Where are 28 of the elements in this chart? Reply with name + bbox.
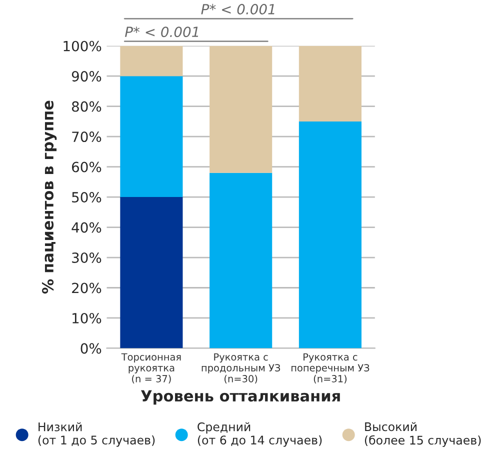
y-tick-label: 90% [72, 71, 102, 82]
y-tick-label: 100% [64, 40, 102, 52]
legend-label: Высокий (более 15 случаев) [364, 422, 481, 447]
y-tick-label: 80% [72, 101, 102, 112]
bar [298, 46, 362, 122]
y-tick-label: 50% [72, 192, 102, 203]
y-tick-label: 10% [72, 312, 102, 324]
y-tick-label: 20% [72, 282, 102, 294]
bar [298, 121, 362, 348]
x-tick-label: Торсионная рукоятка (n = 37) [121, 353, 181, 384]
text: P* < 0.001 [125, 26, 198, 38]
bar [210, 46, 272, 173]
legend-label: Средний (от 6 до 14 случаев) [198, 422, 322, 447]
y-tick-label: 70% [72, 132, 102, 142]
bar [120, 76, 183, 198]
y-tick-label: 0% [80, 343, 102, 354]
x-axis-title: Уровень отталкивания [140, 390, 340, 405]
bar [120, 46, 183, 76]
legend-label: Низкий (от 1 до 5 случаев) [38, 422, 155, 447]
x-tick-label: Рукоятка с поперечным УЗ (n=31) [292, 353, 370, 384]
y-tick-label: 40% [72, 222, 102, 233]
y-tick-label: 60% [72, 162, 102, 172]
y-axis-title: % пациентов в группе [42, 100, 57, 294]
y-tick-label: 30% [72, 252, 102, 263]
bar [120, 197, 183, 348]
x-tick-label: Рукоятка с продольным УЗ (n=30) [202, 353, 280, 384]
bar [210, 172, 272, 348]
text: P* < 0.001 [201, 4, 274, 14]
